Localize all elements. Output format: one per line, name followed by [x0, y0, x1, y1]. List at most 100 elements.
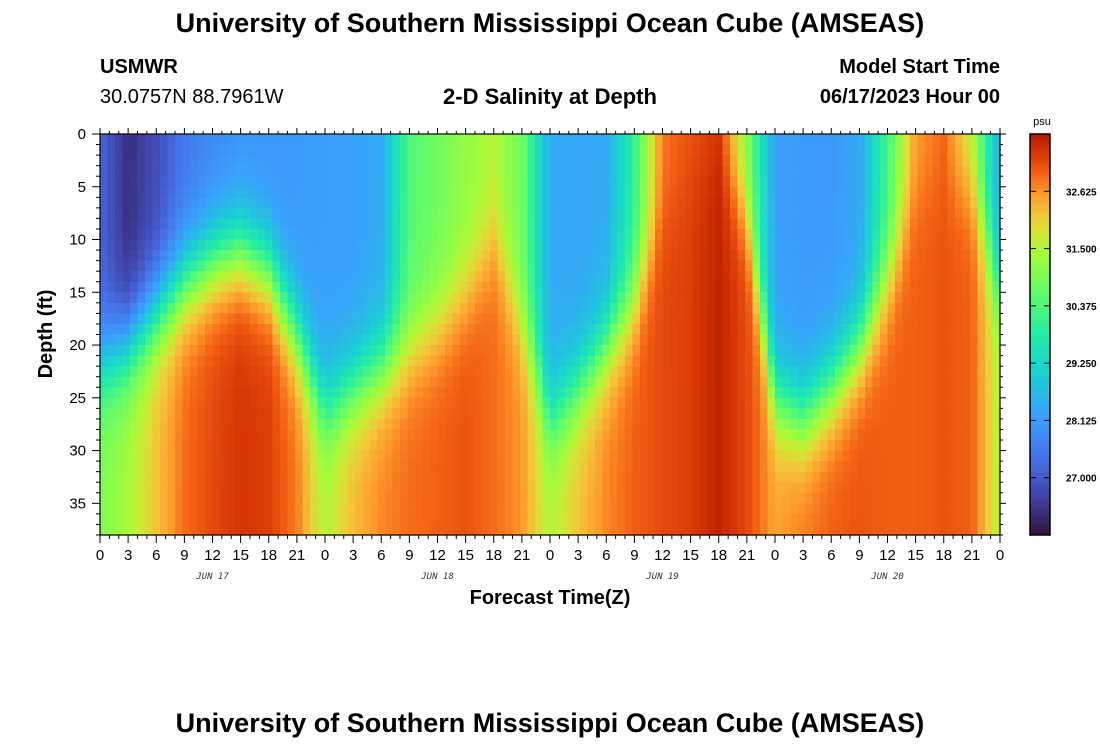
heatmap-cell — [617, 134, 626, 146]
heatmap-cell — [452, 207, 461, 220]
heatmap-cell — [737, 408, 746, 420]
heatmap-cell — [865, 134, 874, 146]
heatmap-cell — [632, 228, 641, 241]
heatmap-cell — [400, 155, 409, 167]
heatmap-cell — [977, 418, 986, 431]
heatmap-cell — [670, 503, 679, 515]
heatmap-cell — [115, 334, 124, 346]
heatmap-cell — [257, 492, 266, 504]
heatmap-cell — [107, 313, 116, 325]
heatmap-cell — [887, 471, 896, 483]
heatmap-cell — [520, 440, 529, 452]
heatmap-cell — [340, 176, 349, 188]
heatmap-cell — [280, 155, 289, 167]
heatmap-cell — [685, 302, 694, 314]
heatmap-cell — [295, 207, 304, 220]
heatmap-cell — [317, 334, 326, 346]
heatmap-cell — [122, 397, 131, 409]
heatmap-cell — [182, 292, 191, 304]
heatmap-cell — [302, 461, 311, 473]
heatmap-cell — [197, 429, 206, 441]
heatmap-cell — [737, 134, 746, 146]
heatmap-cell — [955, 482, 964, 494]
heatmap-cell — [887, 292, 896, 304]
heatmap-cell — [272, 302, 281, 314]
heatmap-cell — [205, 155, 214, 167]
x-tick-label: 0 — [996, 547, 1004, 564]
heatmap-cell — [655, 492, 664, 504]
heatmap-cell — [160, 186, 169, 198]
heatmap-cell — [152, 461, 161, 473]
heatmap-cell — [752, 450, 761, 462]
heatmap-cell — [370, 471, 379, 483]
heatmap-cell — [355, 218, 364, 230]
heatmap-cell — [722, 524, 731, 536]
heatmap-cell — [422, 250, 431, 262]
heatmap-cell — [265, 450, 274, 462]
heatmap-cell — [362, 165, 371, 177]
heatmap-cell — [542, 281, 551, 293]
heatmap-cell — [827, 260, 836, 272]
heatmap-cell — [857, 376, 866, 388]
heatmap-cell — [490, 418, 499, 431]
heatmap-cell — [272, 440, 281, 452]
heatmap-cell — [872, 218, 881, 230]
heatmap-cell — [145, 176, 154, 188]
heatmap-cell — [722, 207, 731, 220]
heatmap-cell — [340, 524, 349, 536]
heatmap-cell — [527, 503, 536, 515]
heatmap-cell — [670, 239, 679, 251]
heatmap-cell — [250, 260, 259, 272]
heatmap-cell — [115, 397, 124, 409]
heatmap-cell — [812, 271, 821, 283]
heatmap-cell — [872, 144, 881, 156]
heatmap-cell — [985, 334, 994, 346]
heatmap-cell — [505, 397, 514, 409]
heatmap-cell — [362, 429, 371, 441]
heatmap-cell — [872, 376, 881, 388]
heatmap-cell — [655, 471, 664, 483]
heatmap-cell — [565, 155, 574, 167]
heatmap-cell — [220, 302, 229, 314]
heatmap-cell — [865, 482, 874, 494]
heatmap-cell — [745, 313, 754, 325]
heatmap-cell — [242, 218, 251, 230]
heatmap-cell — [317, 186, 326, 198]
heatmap-cell — [865, 155, 874, 167]
heatmap-cell — [625, 197, 634, 209]
heatmap-cell — [722, 228, 731, 241]
heatmap-cell — [287, 492, 296, 504]
heatmap-cell — [775, 376, 784, 388]
heatmap-cell — [857, 134, 866, 146]
heatmap-cell — [940, 355, 949, 367]
heatmap-cell — [857, 313, 866, 325]
heatmap-cell — [490, 271, 499, 283]
heatmap-cell — [542, 165, 551, 177]
heatmap-cell — [782, 461, 791, 473]
heatmap-cell — [565, 281, 574, 293]
heatmap-cell — [752, 186, 761, 198]
heatmap-cell — [910, 471, 919, 483]
heatmap-cell — [280, 397, 289, 409]
heatmap-cell — [805, 513, 814, 526]
heatmap-cell — [535, 450, 544, 462]
heatmap-cell — [227, 471, 236, 483]
heatmap-cell — [505, 260, 514, 272]
heatmap-cell — [647, 281, 656, 293]
heatmap-cell — [235, 239, 244, 251]
heatmap-cell — [430, 513, 439, 526]
heatmap-cell — [632, 345, 641, 357]
heatmap-cell — [482, 197, 491, 209]
heatmap-cell — [272, 281, 281, 293]
heatmap-cell — [947, 524, 956, 536]
heatmap-cell — [647, 355, 656, 367]
heatmap-cell — [775, 260, 784, 272]
heatmap-cell — [205, 503, 214, 515]
heatmap-cell — [970, 250, 979, 262]
heatmap-cell — [520, 387, 529, 399]
heatmap-cell — [587, 376, 596, 388]
heatmap-cell — [302, 239, 311, 251]
heatmap-cell — [827, 134, 836, 146]
heatmap-cell — [497, 144, 506, 156]
x-tick-label: 9 — [180, 547, 188, 564]
